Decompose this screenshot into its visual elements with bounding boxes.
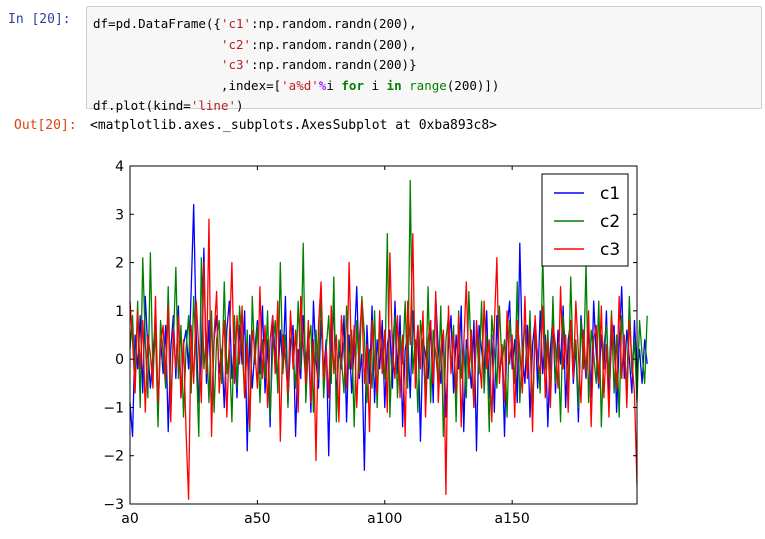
y-tick-label: 4 bbox=[115, 159, 124, 175]
x-tick-label: a50 bbox=[244, 511, 270, 527]
code-line-1: df=pd.DataFrame({'c1':np.random.randn(20… bbox=[93, 16, 417, 31]
code-line-5: df.plot(kind='line') bbox=[93, 98, 244, 113]
x-tick-label: a0 bbox=[121, 511, 139, 527]
x-tick-label: a150 bbox=[495, 511, 530, 527]
code-line-4: ,index=['a%d'%i for i in range(200)]) bbox=[93, 77, 500, 93]
legend: c1 c2 c3 bbox=[541, 173, 629, 267]
legend-box bbox=[541, 173, 629, 267]
y-tick-label: 0 bbox=[115, 352, 124, 368]
y-tick-label: −3 bbox=[103, 497, 124, 513]
y-tick-label: 2 bbox=[115, 256, 124, 272]
x-tick-label: a100 bbox=[367, 511, 402, 527]
tick-layer: −3 −2 −1 0 1 2 3 4 a0 a50 a100 a150 bbox=[103, 159, 637, 527]
y-tick-label: −1 bbox=[103, 400, 124, 416]
code-block[interactable]: df=pd.DataFrame({'c1':np.random.randn(20… bbox=[93, 14, 499, 117]
legend-label-c3: c3 bbox=[600, 240, 620, 260]
line-chart: −3 −2 −1 0 1 2 3 4 a0 a50 a100 a150 c1 c2 c3 bbox=[103, 159, 648, 527]
y-tick-label: 1 bbox=[115, 304, 124, 320]
legend-label-c2: c2 bbox=[600, 212, 620, 232]
legend-label-c1: c1 bbox=[600, 184, 620, 204]
code-line-2: 'c2':np.random.randn(200), bbox=[220, 36, 417, 52]
input-prompt: In [20]: bbox=[8, 12, 71, 27]
code-line-3: 'c3':np.random.randn(200)} bbox=[220, 57, 417, 72]
output-prompt: Out[20]: bbox=[14, 118, 77, 133]
output-text: <matplotlib.axes._subplots.AxesSubplot a… bbox=[90, 118, 497, 133]
code-input-area[interactable]: df=pd.DataFrame({'c1':np.random.randn(20… bbox=[86, 6, 762, 113]
axes-frame bbox=[129, 165, 638, 505]
y-tick-label: −2 bbox=[103, 449, 124, 465]
series-line-c3 bbox=[129, 218, 638, 500]
series-layer bbox=[129, 179, 648, 500]
y-tick-label: 3 bbox=[115, 207, 124, 223]
